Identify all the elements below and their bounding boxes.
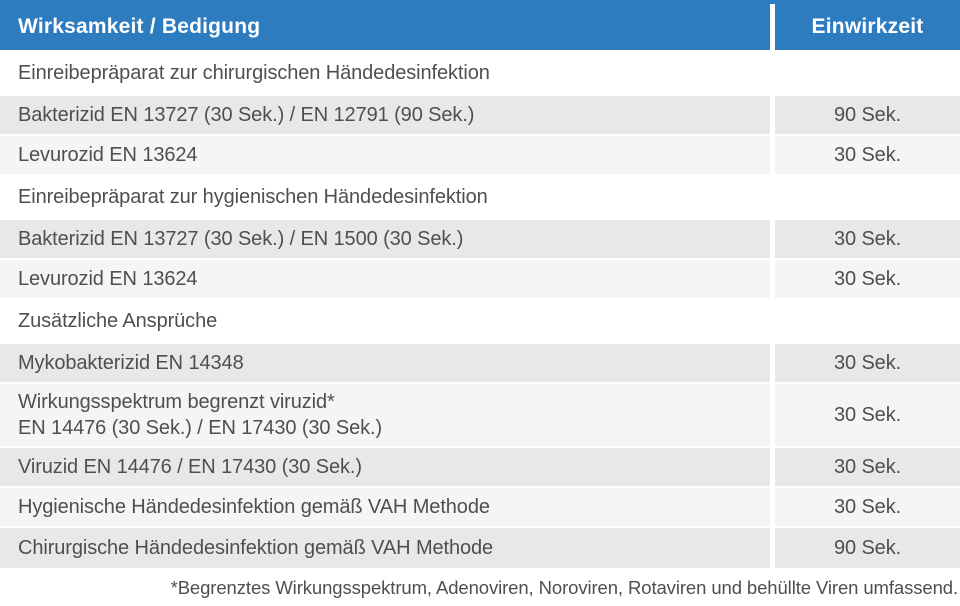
time-value: 90 Sek. bbox=[833, 537, 902, 559]
row-label-cell: Chirurgische Händedesinfektion gemäß VAH… bbox=[0, 528, 770, 568]
section-title: Einreibepräparat zur chirurgischen Hände… bbox=[18, 62, 490, 84]
table-row: Viruzid EN 14476 / EN 17430 (30 Sek.) 30… bbox=[0, 448, 960, 486]
footnote-row: *Begrenztes Wirkungsspektrum, Adenoviren… bbox=[0, 570, 960, 606]
row-label: Mykobakterizid EN 14348 bbox=[18, 352, 244, 374]
row-label-cell: Levurozid EN 13624 bbox=[0, 260, 770, 298]
time-value: 30 Sek. bbox=[833, 352, 902, 374]
row-time-cell: 30 Sek. bbox=[775, 220, 960, 258]
row-time-cell: 30 Sek. bbox=[775, 488, 960, 526]
time-value: 30 Sek. bbox=[833, 456, 902, 478]
row-label-line1: Wirkungsspektrum begrenzt viruzid* bbox=[18, 391, 335, 413]
row-time-cell: 30 Sek. bbox=[775, 344, 960, 382]
row-time-cell: 30 Sek. bbox=[775, 384, 960, 446]
time-value: 30 Sek. bbox=[833, 228, 902, 250]
row-label-cell: Hygienische Händedesinfektion gemäß VAH … bbox=[0, 488, 770, 526]
row-time-cell: 30 Sek. bbox=[775, 260, 960, 298]
table-row: Bakterizid EN 13727 (30 Sek.) / EN 1500 … bbox=[0, 220, 960, 258]
table-row: Chirurgische Händedesinfektion gemäß VAH… bbox=[0, 528, 960, 568]
row-time-cell: 90 Sek. bbox=[775, 96, 960, 134]
time-value: 30 Sek. bbox=[833, 268, 902, 290]
row-label: Levurozid EN 13624 bbox=[18, 144, 198, 166]
table-row: Mykobakterizid EN 14348 30 Sek. bbox=[0, 344, 960, 382]
table-top-border bbox=[0, 0, 960, 4]
row-label-cell: Bakterizid EN 13727 (30 Sek.) / EN 12791… bbox=[0, 96, 770, 134]
time-value: 30 Sek. bbox=[833, 404, 902, 426]
column-header-wirksamkeit: Wirksamkeit / Bedigung bbox=[0, 4, 770, 50]
footnote: *Begrenztes Wirkungsspektrum, Adenoviren… bbox=[170, 577, 959, 598]
time-value: 30 Sek. bbox=[833, 144, 902, 166]
section-title-cell: Zusätzliche Ansprüche bbox=[0, 300, 770, 342]
row-label-cell: Levurozid EN 13624 bbox=[0, 136, 770, 174]
section-empty-cell bbox=[775, 300, 960, 342]
column-header-einwirkzeit: Einwirkzeit bbox=[775, 4, 960, 50]
section-empty-cell bbox=[775, 52, 960, 94]
section-title-cell: Einreibepräparat zur hygienischen Händed… bbox=[0, 176, 770, 218]
time-value: 90 Sek. bbox=[833, 104, 902, 126]
row-label: Bakterizid EN 13727 (30 Sek.) / EN 1500 … bbox=[18, 228, 464, 250]
section-title-cell: Einreibepräparat zur chirurgischen Hände… bbox=[0, 52, 770, 94]
table-row: Hygienische Händedesinfektion gemäß VAH … bbox=[0, 488, 960, 526]
row-label: Chirurgische Händedesinfektion gemäß VAH… bbox=[18, 537, 494, 559]
row-label-cell: Mykobakterizid EN 14348 bbox=[0, 344, 770, 382]
row-label-cell: Wirkungsspektrum begrenzt viruzid* EN 14… bbox=[0, 384, 770, 446]
table-row: Levurozid EN 13624 30 Sek. bbox=[0, 260, 960, 298]
section-title: Einreibepräparat zur hygienischen Händed… bbox=[18, 186, 488, 208]
table-row: Levurozid EN 13624 30 Sek. bbox=[0, 136, 960, 174]
table-row: Bakterizid EN 13727 (30 Sek.) / EN 12791… bbox=[0, 96, 960, 134]
header-row: Wirksamkeit / Bedigung Einwirkzeit bbox=[0, 4, 960, 50]
row-label: Viruzid EN 14476 / EN 17430 (30 Sek.) bbox=[18, 456, 362, 478]
column-header-einwirkzeit-label: Einwirkzeit bbox=[811, 15, 924, 38]
section-title: Zusätzliche Ansprüche bbox=[18, 310, 218, 332]
row-label-cell: Viruzid EN 14476 / EN 17430 (30 Sek.) bbox=[0, 448, 770, 486]
row-label: Hygienische Händedesinfektion gemäß VAH … bbox=[18, 496, 490, 518]
section-empty-cell bbox=[775, 176, 960, 218]
row-label-line2: EN 14476 (30 Sek.) / EN 17430 (30 Sek.) bbox=[18, 417, 383, 439]
row-time-cell: 90 Sek. bbox=[775, 528, 960, 568]
row-time-cell: 30 Sek. bbox=[775, 136, 960, 174]
section-row-zusaetzliche: Zusätzliche Ansprüche bbox=[0, 300, 960, 342]
section-row-chirurgische: Einreibepräparat zur chirurgischen Hände… bbox=[0, 52, 960, 94]
column-header-wirksamkeit-label: Wirksamkeit / Bedigung bbox=[18, 15, 261, 38]
time-value: 30 Sek. bbox=[833, 496, 902, 518]
row-label: Levurozid EN 13624 bbox=[18, 268, 198, 290]
section-row-hygienische: Einreibepräparat zur hygienischen Händed… bbox=[0, 176, 960, 218]
row-label: Bakterizid EN 13727 (30 Sek.) / EN 12791… bbox=[18, 104, 475, 126]
table-row: Wirkungsspektrum begrenzt viruzid* EN 14… bbox=[0, 384, 960, 446]
row-time-cell: 30 Sek. bbox=[775, 448, 960, 486]
row-label-cell: Bakterizid EN 13727 (30 Sek.) / EN 1500 … bbox=[0, 220, 770, 258]
